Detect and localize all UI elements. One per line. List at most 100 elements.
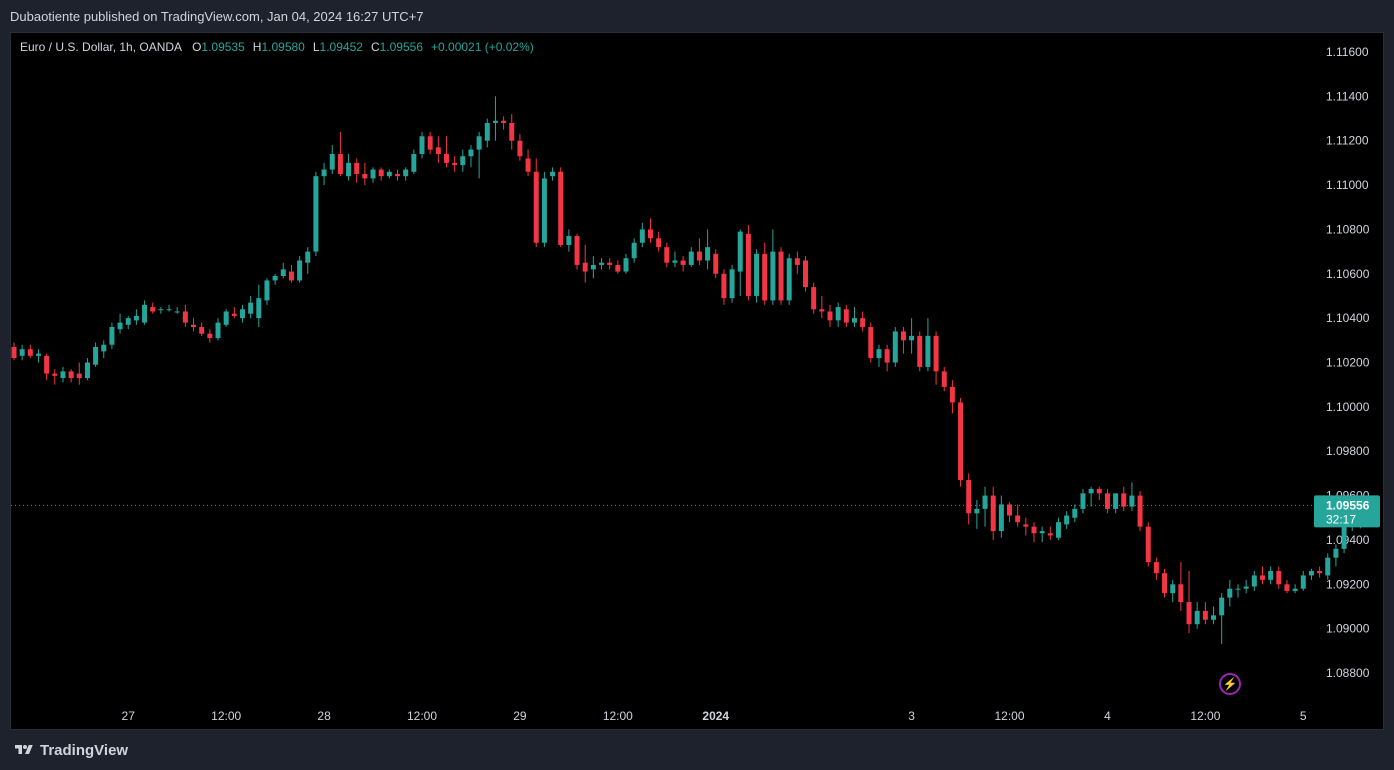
lightning-icon[interactable]: ⚡ [1219, 673, 1241, 695]
candle-body [1243, 586, 1249, 589]
symbol-name[interactable]: Euro / U.S. Dollar, 1h, OANDA [20, 40, 183, 54]
brand-name: TradingView [40, 741, 129, 759]
last-price-badge [1314, 495, 1380, 528]
candle-body [623, 258, 629, 272]
candle-body [550, 171, 556, 177]
candle-body [280, 269, 286, 277]
candle-body [207, 333, 213, 339]
candle-body [533, 171, 539, 243]
candle-body [93, 346, 99, 365]
candle-body [60, 371, 66, 379]
candle-body [239, 309, 245, 319]
candle-body [1137, 495, 1143, 527]
y-tick-label: 1.09000 [1326, 622, 1370, 636]
candle-body [762, 253, 768, 301]
candle-body [754, 253, 760, 296]
candle-body [566, 236, 572, 245]
candle-body [1211, 615, 1217, 620]
candle-body [288, 271, 294, 281]
candle-body [125, 318, 131, 325]
candle-body [427, 136, 433, 150]
close-label: C [370, 40, 380, 54]
candle-body [166, 309, 172, 311]
candle-body [76, 373, 82, 379]
candle-body [1235, 588, 1241, 590]
candle-body [1113, 493, 1119, 509]
candle-body [501, 120, 507, 123]
candle-body [150, 307, 156, 312]
candle-body [1284, 584, 1290, 591]
candle-body [1015, 515, 1021, 523]
x-tick-label: 28 [317, 709, 331, 723]
candle-body [101, 344, 107, 352]
chart-pane[interactable] [10, 32, 1384, 730]
candle-body [1023, 524, 1029, 527]
candle-body [1007, 504, 1013, 516]
candle-body [297, 260, 303, 281]
candle-body [615, 264, 621, 272]
y-tick-label: 1.09400 [1326, 533, 1370, 547]
candle-body [672, 260, 678, 263]
candle-body [321, 169, 327, 177]
candle-body [346, 162, 352, 177]
candle-body [191, 324, 197, 328]
candle-body [256, 298, 262, 319]
y-tick-label: 1.08800 [1326, 666, 1370, 680]
candle-body [664, 247, 670, 263]
candle-body [1039, 531, 1045, 534]
open-value: 1.09535 [201, 40, 245, 54]
publish-header: Dubaotiente published on TradingView.com… [0, 0, 1394, 32]
candle-body [925, 335, 931, 367]
candle-body [974, 508, 980, 514]
candle-body [843, 309, 849, 323]
candle-body [745, 233, 751, 296]
candle-body [476, 136, 482, 150]
candle-body [1145, 526, 1151, 563]
candle-body [803, 260, 809, 288]
candle-body [778, 251, 784, 301]
candle-body [1227, 588, 1233, 598]
candle-body [794, 258, 800, 265]
candle-body [819, 309, 825, 312]
y-tick-label: 1.11200 [1326, 134, 1369, 148]
candle-body [84, 362, 90, 379]
x-tick-label: 12:00 [603, 709, 633, 723]
candle-body [1064, 515, 1070, 525]
candle-body [884, 349, 890, 363]
x-tick-label: 12:00 [211, 709, 241, 723]
candle-body [11, 346, 17, 359]
candle-body [362, 173, 368, 179]
candle-body [248, 302, 254, 314]
y-tick-label: 1.11600 [1326, 45, 1369, 59]
tradingview-logo-icon [15, 745, 33, 754]
candle-body [786, 258, 792, 301]
candle-body [949, 386, 955, 403]
tradingview-brand[interactable]: TradingView [12, 742, 128, 759]
candle-body [900, 331, 906, 341]
candle-body [27, 349, 33, 356]
candle-body [386, 171, 392, 177]
candle-body [1162, 573, 1168, 594]
candle-body [582, 262, 588, 272]
y-tick-label: 1.09200 [1326, 577, 1370, 591]
candle-body [647, 229, 653, 239]
candle-body [395, 173, 401, 177]
candle-body [680, 260, 686, 265]
candle-body [419, 136, 425, 155]
candle-body [272, 276, 278, 281]
x-tick-label: 4 [1104, 709, 1111, 723]
x-tick-label: 27 [122, 709, 136, 723]
candle-body [517, 140, 523, 157]
candle-body [411, 154, 417, 172]
x-tick-label: 3 [908, 709, 915, 723]
candle-body [158, 309, 164, 311]
y-tick-label: 1.10800 [1326, 222, 1370, 236]
candle-body [860, 318, 866, 328]
candle-body [1292, 588, 1298, 591]
candle-body [1251, 575, 1257, 587]
y-tick-label: 1.10400 [1326, 311, 1370, 325]
candle-body [1317, 570, 1323, 574]
candle-body [574, 236, 580, 265]
candle-body [1276, 570, 1282, 585]
